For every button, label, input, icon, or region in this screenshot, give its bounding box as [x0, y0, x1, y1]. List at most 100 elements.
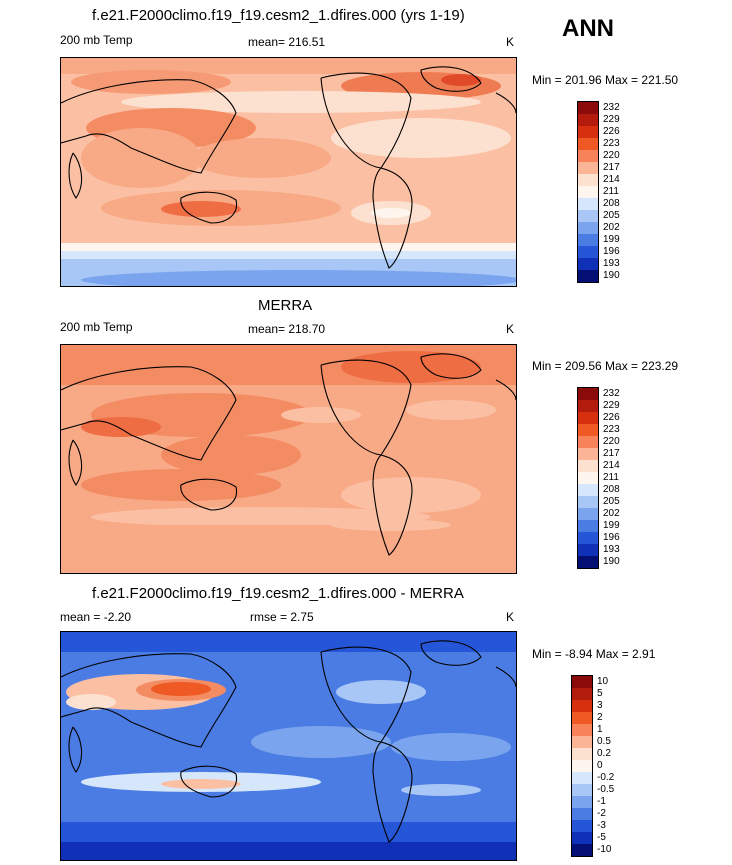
panel1-map: [60, 57, 517, 287]
colorbar-tick-label: 193: [603, 258, 620, 269]
panel2-units-label: K: [506, 322, 515, 336]
panel2-field-s-atlantic-cool: [341, 477, 481, 513]
panel3-field-tropics-mild: [251, 726, 391, 758]
colorbar-box: [578, 472, 598, 484]
panel3-units-label: K: [506, 610, 515, 624]
panel1-field-tropics-west: [81, 128, 201, 188]
colorbar-box: [572, 796, 592, 808]
colorbar-box: [578, 400, 598, 412]
colorbar-tick-label: 217: [603, 162, 620, 173]
colorbar-box: [578, 532, 598, 544]
panel2-field-greenland-warm: [341, 351, 481, 383]
panel2-field-warm-pool: [161, 435, 301, 475]
panel3-field-south-positive: [161, 779, 241, 789]
panel1-field-atlantic-cool: [331, 118, 511, 158]
colorbar-box: [572, 700, 592, 712]
panel3-colorbar: [571, 675, 593, 857]
colorbar-tick-label: -1: [597, 796, 606, 807]
colorbar-box: [572, 724, 592, 736]
colorbar-box: [572, 688, 592, 700]
colorbar-box: [578, 210, 598, 222]
colorbar-box: [572, 712, 592, 724]
colorbar-tick-label: 0: [597, 760, 603, 771]
panel1-minmax-label: Min = 201.96 Max = 221.50: [532, 73, 679, 87]
panel1-field-tropics-center: [191, 138, 331, 178]
colorbar-box: [572, 748, 592, 760]
panel1-field-band-208: [61, 251, 516, 259]
panel3-mean-label: mean = -2.20: [60, 610, 132, 624]
colorbar-tick-label: 217: [603, 448, 620, 459]
colorbar-box: [578, 556, 598, 568]
colorbar-tick-label: 3: [597, 700, 603, 711]
colorbar-box: [578, 222, 598, 234]
colorbar-box: [572, 820, 592, 832]
colorbar-box: [572, 808, 592, 820]
panel3-field-asia-peak: [151, 682, 211, 696]
panel3-field-north-cold: [61, 632, 516, 652]
panel3-map-svg: [61, 632, 516, 860]
colorbar-box: [578, 436, 598, 448]
colorbar-box: [578, 234, 598, 246]
colorbar-tick-label: 205: [603, 496, 620, 507]
colorbar-box: [578, 520, 598, 532]
colorbar-tick-label: -10: [597, 844, 612, 855]
colorbar-box: [578, 198, 598, 210]
colorbar-tick-label: 10: [597, 676, 609, 687]
colorbar-tick-label: -2: [597, 808, 606, 819]
colorbar-box: [572, 832, 592, 844]
panel1-field-s-atlantic-core: [371, 208, 411, 218]
colorbar-box: [578, 496, 598, 508]
colorbar-box: [572, 676, 592, 688]
panel2-left-label: 200 mb Temp: [60, 320, 133, 334]
colorbar-tick-label: 211: [603, 186, 619, 197]
colorbar-tick-label: 223: [603, 424, 620, 435]
colorbar-box: [578, 174, 598, 186]
colorbar-box: [572, 772, 592, 784]
panel2-coastlines: [61, 353, 516, 556]
panel3-title: f.e21.F2000climo.f19_f19.cesm2_1.dfires.…: [92, 585, 464, 602]
panel3-field-europe-positive: [66, 694, 116, 710]
colorbar-tick-label: 205: [603, 210, 620, 221]
colorbar-box: [578, 270, 598, 282]
panel1-map-svg: [61, 58, 516, 286]
colorbar-tick-label: 223: [603, 138, 620, 149]
colorbar-tick-label: 190: [603, 556, 620, 567]
panel2-minmax-label: Min = 209.56 Max = 223.29: [532, 359, 679, 373]
colorbar-box: [578, 258, 598, 270]
colorbar-tick-label: 199: [603, 234, 620, 245]
colorbar-tick-label: 220: [603, 150, 620, 161]
colorbar-tick-label: 193: [603, 544, 620, 555]
colorbar-box: [578, 544, 598, 556]
panel3-rmse-label: rmse = 2.75: [250, 610, 314, 624]
colorbar-tick-label: 202: [603, 508, 620, 519]
colorbar-box: [578, 388, 598, 400]
panel1-field-midlat-band: [121, 91, 481, 113]
colorbar-box: [578, 484, 598, 496]
panel2-field-atlantic-cool: [406, 400, 496, 420]
colorbar-tick-label: 211: [603, 472, 619, 483]
panel3-map: [60, 631, 517, 861]
colorbar-tick-label: 1: [597, 724, 603, 735]
panel3-field-n-america-mild: [336, 680, 426, 704]
colorbar-box: [578, 114, 598, 126]
colorbar-tick-label: 2: [597, 712, 603, 723]
colorbar-tick-label: -5: [597, 832, 606, 843]
panel3-field-s-atlantic-mild: [401, 784, 481, 796]
colorbar-box: [572, 736, 592, 748]
colorbar-tick-label: 190: [603, 270, 620, 281]
colorbar-box: [572, 760, 592, 772]
panel1-units-label: K: [506, 35, 515, 49]
colorbar-box: [578, 102, 598, 114]
colorbar-tick-label: -0.5: [597, 784, 615, 795]
panel2-field-pacific-cool: [281, 407, 361, 423]
colorbar-box: [578, 126, 598, 138]
colorbar-box: [578, 150, 598, 162]
colorbar-box: [578, 508, 598, 520]
panel1-field-n-asia-warm: [71, 70, 231, 94]
colorbar-tick-label: 229: [603, 400, 620, 411]
colorbar-tick-label: 214: [603, 174, 620, 185]
colorbar-tick-label: 0.5: [597, 736, 611, 747]
colorbar-box: [578, 162, 598, 174]
colorbar-box: [572, 844, 592, 856]
colorbar-tick-label: 208: [603, 198, 620, 209]
